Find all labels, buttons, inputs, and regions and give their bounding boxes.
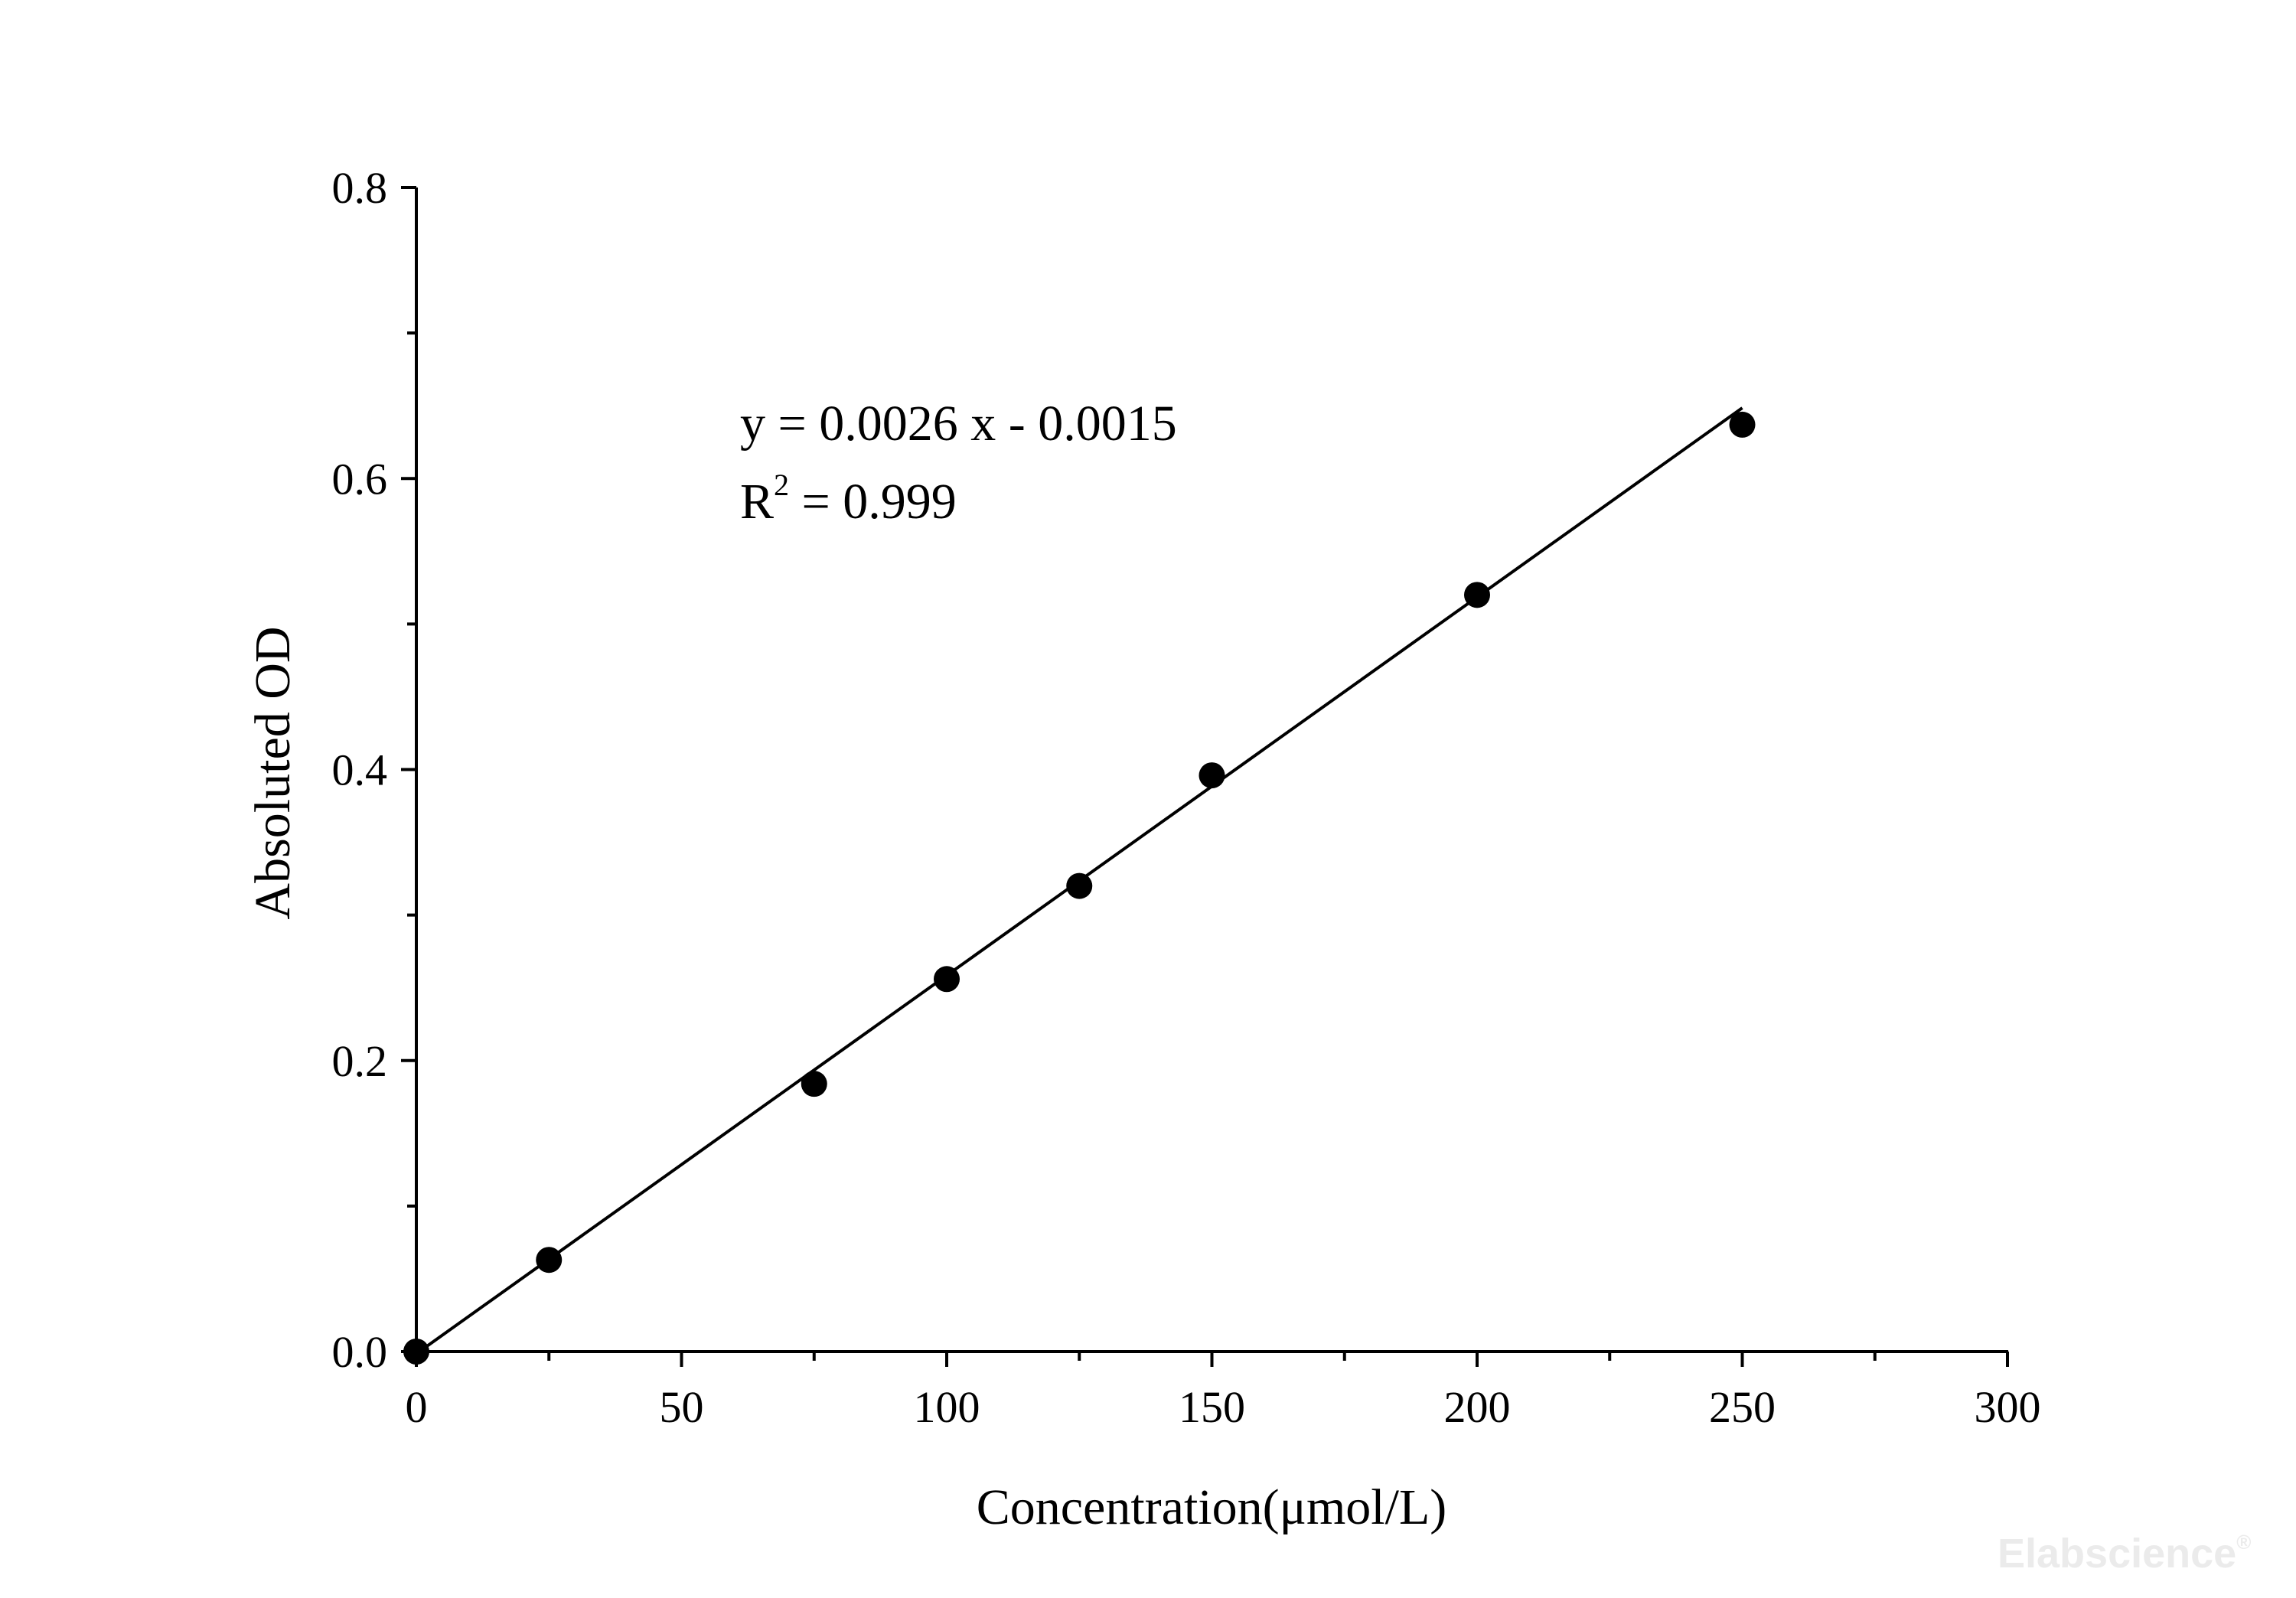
y-tick-label: 0.0: [332, 1327, 388, 1377]
r-squared-letter: R: [740, 474, 774, 530]
watermark-registered-mark: ®: [2236, 1531, 2251, 1554]
y-tick-label: 0.2: [332, 1036, 388, 1086]
watermark-text: Elabscience®: [1998, 1531, 2251, 1577]
x-axis-title: Concentration(μmol/L): [977, 1479, 1447, 1535]
data-point: [934, 966, 960, 993]
data-points: [403, 411, 1756, 1365]
regression-equation: y = 0.0026 x - 0.0015: [740, 396, 1177, 452]
x-tick-label: 150: [1179, 1382, 1245, 1432]
r-squared-annotation: R2 = 0.999: [740, 468, 957, 530]
x-tick-label: 50: [660, 1382, 704, 1432]
y-axis-title: Absoluted OD: [245, 626, 301, 919]
data-point: [1464, 582, 1490, 608]
x-tick-label: 250: [1709, 1382, 1776, 1432]
data-point: [801, 1071, 827, 1097]
x-tick-label: 0: [406, 1382, 428, 1432]
y-tick-label: 0.6: [332, 454, 388, 504]
data-point: [536, 1247, 563, 1274]
y-tick-label: 0.8: [332, 163, 388, 213]
x-tick-label: 100: [914, 1382, 980, 1432]
data-point: [1066, 872, 1093, 899]
data-point: [403, 1339, 429, 1365]
x-tick-label: 200: [1444, 1382, 1511, 1432]
x-tick-label: 300: [1975, 1382, 2041, 1432]
axes: 0 50 100 150 200 250 300 0.0 0.2 0.4 0.6 0.8: [332, 163, 2041, 1432]
watermark-name: Elabscience: [1998, 1531, 2236, 1577]
y-tick-label: 0.4: [332, 745, 388, 795]
data-point: [1199, 762, 1225, 789]
r-squared-value: = 0.999: [789, 474, 957, 530]
r-squared-exponent: 2: [774, 468, 789, 502]
data-point: [1729, 411, 1756, 438]
